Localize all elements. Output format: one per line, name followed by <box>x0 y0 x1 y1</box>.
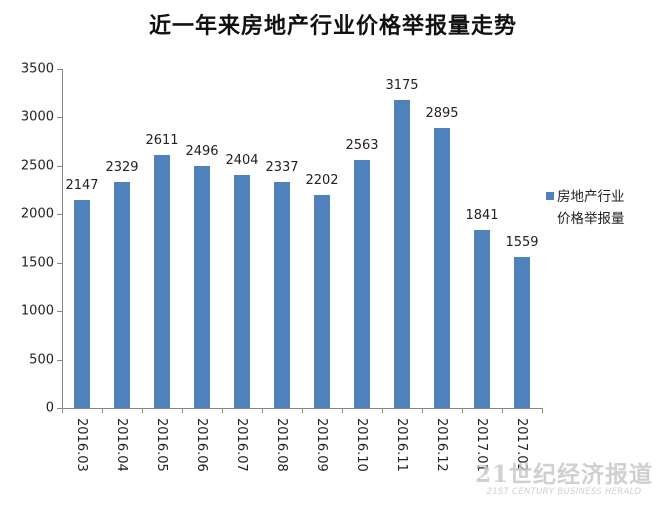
y-tick-label: 1000 <box>20 303 54 319</box>
bar-value-label: 1559 <box>505 234 539 250</box>
x-tick <box>62 408 63 413</box>
x-tick-label: 2016.10 <box>354 418 369 472</box>
bar <box>314 194 330 408</box>
bar <box>434 127 450 408</box>
x-tick <box>382 408 383 413</box>
watermark: 21世纪经济报道 21ST CENTURY BUSINESS HERALD <box>475 455 653 497</box>
x-tick <box>142 408 143 413</box>
bar-value-label: 2147 <box>65 178 99 194</box>
bar-value-label: 2496 <box>185 144 219 160</box>
bar-value-label: 1841 <box>465 207 499 223</box>
x-tick <box>302 408 303 413</box>
x-tick <box>182 408 183 413</box>
x-tick <box>342 408 343 413</box>
x-tick-label: 2016.07 <box>234 418 249 472</box>
bar-value-label: 2202 <box>305 172 339 188</box>
watermark-cn: 21世纪经济报道 <box>475 461 654 488</box>
bar <box>474 229 490 408</box>
legend-swatch-icon <box>546 192 554 200</box>
x-tick-label: 2017.01 <box>474 418 489 472</box>
x-tick-label: 2016.03 <box>74 418 89 472</box>
chart-title: 近一年来房地产行业价格举报量走势 <box>148 13 517 39</box>
bar-value-label: 2337 <box>265 159 299 175</box>
x-tick-label: 2016.08 <box>274 418 289 472</box>
bar <box>514 256 530 408</box>
bar <box>354 159 370 408</box>
y-axis <box>62 69 63 409</box>
x-tick-label: 2016.06 <box>194 418 209 472</box>
bar-value-label: 2563 <box>345 137 379 153</box>
y-tick <box>57 408 62 409</box>
y-tick-label: 2000 <box>20 206 54 222</box>
x-tick-label: 2016.11 <box>394 418 409 472</box>
y-tick <box>57 165 62 167</box>
y-tick-label: 1500 <box>20 255 54 271</box>
x-tick-label: 2017.02 <box>514 418 529 472</box>
watermark-en: 21ST CENTURY BUSINESS HERALD <box>486 487 642 497</box>
legend: 房地产行业 价格举报量 <box>546 186 625 230</box>
x-tick <box>422 408 423 413</box>
bar <box>154 155 170 408</box>
bar-value-label: 2404 <box>225 153 259 169</box>
y-tick-label: 3000 <box>20 109 54 125</box>
x-tick <box>502 408 503 413</box>
bar-value-label: 3175 <box>385 78 419 94</box>
x-tick-label: 2016.12 <box>434 418 449 472</box>
y-tick <box>57 69 62 70</box>
bar <box>194 166 210 408</box>
legend-label-line1: 房地产行业 <box>557 189 625 205</box>
bar-value-label: 2895 <box>425 105 459 121</box>
x-tick-label: 2016.09 <box>314 418 329 472</box>
bar <box>234 175 250 408</box>
x-tick <box>262 408 263 413</box>
y-tick <box>57 262 62 264</box>
bar-value-label: 2329 <box>105 160 139 176</box>
bar <box>114 182 130 408</box>
y-tick-label: 3500 <box>20 61 54 77</box>
x-tick-label: 2016.04 <box>114 418 129 472</box>
y-tick <box>57 117 62 119</box>
y-tick <box>57 214 62 216</box>
x-tick <box>462 408 463 413</box>
x-tick <box>542 408 543 413</box>
bar-value-label: 2611 <box>145 133 179 149</box>
bar <box>274 181 290 408</box>
y-tick-label: 500 <box>29 352 54 368</box>
x-tick <box>102 408 103 413</box>
y-tick <box>57 359 62 361</box>
x-tick-label: 2016.05 <box>154 418 169 472</box>
x-tick <box>222 408 223 413</box>
bar <box>74 200 90 408</box>
bar <box>394 100 410 408</box>
y-tick-label: 0 <box>45 400 54 416</box>
legend-label-line2: 价格举报量 <box>557 211 625 227</box>
y-tick-label: 2500 <box>20 158 54 174</box>
y-tick <box>57 311 62 313</box>
